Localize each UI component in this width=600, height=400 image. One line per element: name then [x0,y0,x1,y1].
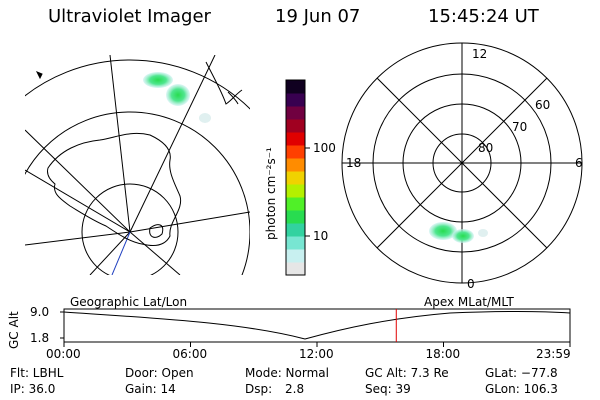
gc-alt-axis-title: GC Alt [7,311,21,349]
colorbar-segment [286,158,305,172]
geographic-lat-lon-label: Geographic Lat/Lon [70,295,188,309]
timeline-tick-label: 12:00 [299,347,334,361]
glon-info: GLon: 106.3 [485,382,558,396]
timeline-tick-label: 06:00 [172,347,208,361]
mlat-label-60: 60 [535,98,551,112]
timeline-tick-label: 23:59 [536,347,571,361]
colorbar-tick-10: 10 [313,229,329,243]
dsp-label: Dsp: [245,382,273,396]
mlat-label-80: 80 [478,141,494,155]
colorbar-tick-100: 100 [313,141,336,155]
gc-alt-min: 1.8 [30,331,50,345]
geographic-map [25,55,250,275]
mlt-label-18: 18 [346,156,362,170]
mlat-label-70: 70 [512,120,528,134]
date-label: 19 Jun 07 [275,6,361,27]
timeline-tick-label: 18:00 [425,347,461,361]
colorbar-segment [286,132,305,146]
colorbar-segment [286,223,305,237]
timeline-tick-label: 00:00 [46,347,81,361]
colorbar-segment [286,210,305,224]
colorbar-segment [286,80,305,94]
mlt-label-6: 6 [575,156,583,170]
time-label: 15:45:24 UT [428,6,539,27]
app-title: Ultraviolet Imager [48,6,211,27]
glat-info: GLat: −77.8 [485,366,558,380]
timeline-panel [60,308,571,347]
door-info: Door: Open [125,366,194,380]
seq-info: Seq: 39 [365,382,411,396]
colorbar-segment [286,262,305,276]
dsp-value: 2.8 [285,382,305,396]
colorbar-segment [286,119,305,133]
colorbar-segment [286,184,305,198]
colorbar-segment [286,145,305,159]
gain-info: Gain: 14 [125,382,176,396]
colorbar-segment [286,106,305,120]
color-scale-bar [286,80,305,276]
ip-info: IP: 36.0 [10,382,56,396]
mlt-label-12: 12 [472,47,488,61]
polar-mlt-plot [341,42,583,284]
mlt-label-0: 0 [467,277,475,291]
colorbar-segment [286,171,305,185]
colorbar-segment [286,249,305,263]
colorbar-segment [286,197,305,211]
gc-alt-info: GC Alt: 7.3 Re [365,366,449,380]
mode-info: Mode: Normal [245,366,329,380]
colorbar-segment [286,93,305,107]
colorbar-unit-label: photon cm⁻²s⁻¹ [264,147,278,240]
colorbar-segment [286,236,305,250]
gc-alt-max: 9.0 [30,305,50,319]
apex-mlat-mlt-label: Apex MLat/MLT [424,295,514,309]
filter-info: Flt: LBHL [10,366,64,380]
